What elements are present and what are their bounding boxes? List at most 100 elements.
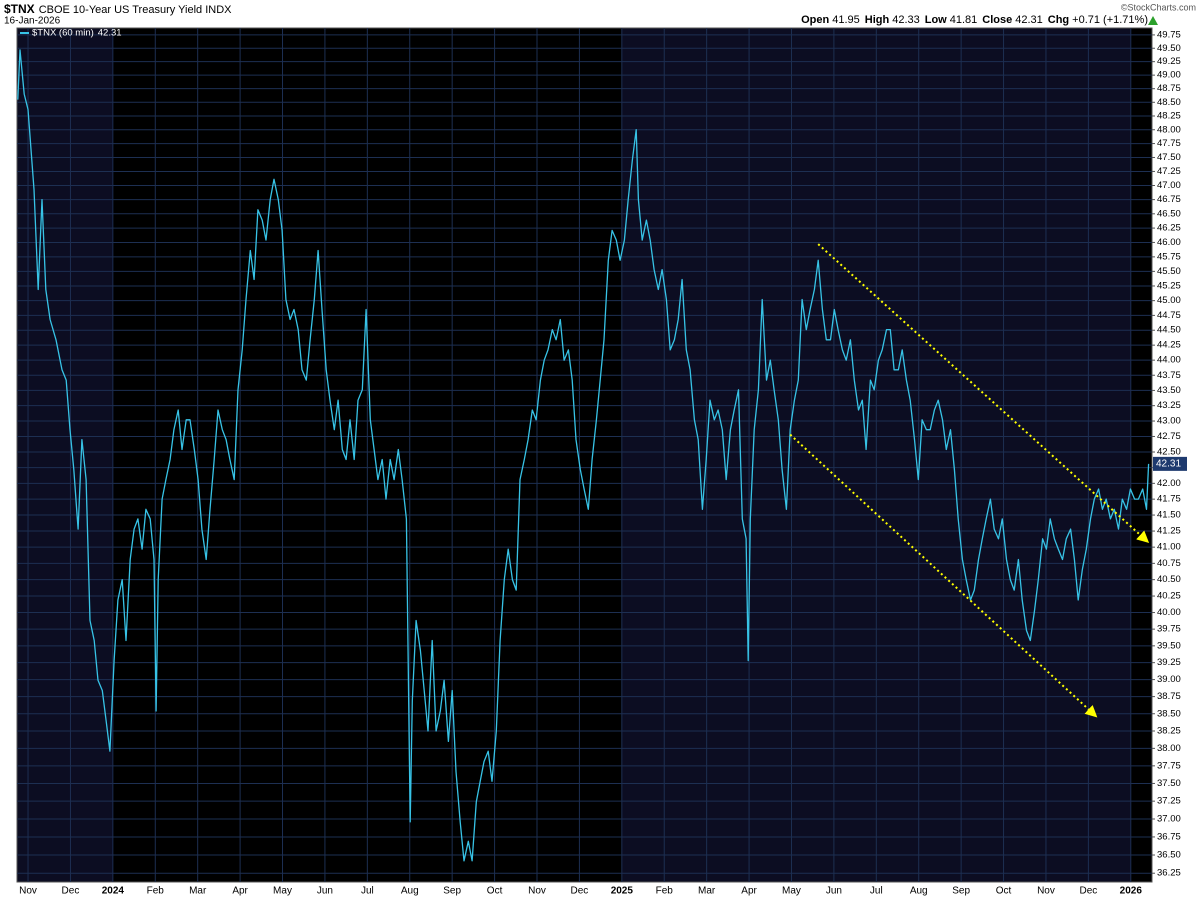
x-tick-label: 2026 bbox=[1120, 886, 1143, 897]
marks bbox=[17, 49, 1150, 862]
y-tick-label: 44.75 bbox=[1157, 310, 1181, 321]
x-tick-label: Jun bbox=[317, 886, 333, 897]
x-tick-label: Aug bbox=[401, 886, 419, 897]
y-tick-label: 40.25 bbox=[1157, 591, 1181, 602]
x-tick-label: May bbox=[782, 886, 801, 897]
y-tick-label: 42.00 bbox=[1157, 478, 1181, 489]
y-tick-label: 38.00 bbox=[1157, 743, 1181, 754]
trend-line bbox=[817, 243, 1150, 543]
grid bbox=[17, 28, 1152, 882]
y-tick-label: 40.50 bbox=[1157, 574, 1181, 585]
x-tick-label: Jun bbox=[826, 886, 842, 897]
x-tick-label: Jul bbox=[870, 886, 883, 897]
y-tick-label: 39.50 bbox=[1157, 640, 1181, 651]
y-tick-label: 43.50 bbox=[1157, 385, 1181, 396]
y-tick-label: 41.25 bbox=[1157, 526, 1181, 537]
quote-label: Chg bbox=[1047, 14, 1070, 26]
y-tick-label: 47.75 bbox=[1157, 138, 1181, 149]
x-tick-label: Feb bbox=[147, 886, 165, 897]
y-tick-label: 37.25 bbox=[1157, 796, 1181, 807]
y-tick-label: 49.25 bbox=[1157, 56, 1181, 67]
price-tag-label: 42.31 bbox=[1156, 459, 1181, 470]
y-tick-label: 48.00 bbox=[1157, 124, 1181, 135]
y-tick-label: 48.75 bbox=[1157, 83, 1181, 94]
y-tick-label: 44.00 bbox=[1157, 355, 1181, 366]
source: ©StockCharts.com bbox=[1121, 2, 1196, 12]
x-tick-label: Feb bbox=[656, 886, 674, 897]
x-tick-label: Nov bbox=[1037, 886, 1055, 897]
y-tick-label: 46.75 bbox=[1157, 194, 1181, 205]
y-tick-label: 43.00 bbox=[1157, 416, 1181, 427]
quote-label: Close bbox=[982, 14, 1013, 26]
legend-value: 42.31 bbox=[98, 28, 122, 39]
x-tick-label: Dec bbox=[571, 886, 589, 897]
y-tick-label: 47.50 bbox=[1157, 152, 1181, 163]
quote-label: High bbox=[864, 14, 890, 26]
chart-title: CBOE 10-Year US Treasury Yield INDX bbox=[39, 4, 232, 16]
quote-label: Low bbox=[924, 14, 947, 26]
x-tick-label: Mar bbox=[189, 886, 207, 897]
y-tick-label: 41.00 bbox=[1157, 542, 1181, 553]
y-tick-label: 49.75 bbox=[1157, 29, 1181, 40]
y-tick-label: 36.25 bbox=[1157, 868, 1181, 879]
x-tick-label: 2025 bbox=[611, 886, 634, 897]
y-tick-label: 41.50 bbox=[1157, 510, 1181, 521]
y-tick-label: 45.75 bbox=[1157, 251, 1181, 262]
y-tick-label: 38.25 bbox=[1157, 726, 1181, 737]
y-tick-label: 42.75 bbox=[1157, 431, 1181, 442]
y-tick-label: 42.50 bbox=[1157, 447, 1181, 458]
x-tick-label: Oct bbox=[996, 886, 1012, 897]
y-tick-label: 40.75 bbox=[1157, 558, 1181, 569]
y-tick-label: 45.00 bbox=[1157, 295, 1181, 306]
quote: Open 41.95 High 42.33 Low 41.81 Close 42.31 Chg +… bbox=[796, 14, 1148, 26]
quote-value: 42.31 bbox=[1015, 14, 1043, 26]
y-tick-label: 49.50 bbox=[1157, 43, 1181, 54]
y-tick-label: 39.25 bbox=[1157, 657, 1181, 668]
x-tick-label: Sep bbox=[952, 886, 970, 897]
x-tick-label: Aug bbox=[910, 886, 928, 897]
y-tick-label: 39.00 bbox=[1157, 674, 1181, 685]
y-tick-label: 46.50 bbox=[1157, 208, 1181, 219]
plot-border bbox=[16, 27, 1153, 883]
x-tick-label: May bbox=[273, 886, 292, 897]
y-tick-label: 43.75 bbox=[1157, 370, 1181, 381]
x-tick-label: Jul bbox=[361, 886, 374, 897]
x-tick-label: Nov bbox=[19, 886, 37, 897]
symbol: $TNX bbox=[4, 2, 35, 16]
y-tick-label: 43.25 bbox=[1157, 400, 1181, 411]
y-tick-label: 37.50 bbox=[1157, 778, 1181, 789]
year-band bbox=[1130, 28, 1152, 882]
y-tick-label: 40.00 bbox=[1157, 607, 1181, 618]
trend-line bbox=[789, 433, 1098, 718]
y-tick-label: 49.00 bbox=[1157, 70, 1181, 81]
x-tick-label: Oct bbox=[487, 886, 503, 897]
x-tick-label: 2024 bbox=[102, 886, 125, 897]
y-tick-label: 38.50 bbox=[1157, 708, 1181, 719]
x-tick-label: Mar bbox=[698, 886, 716, 897]
quote-value: 42.33 bbox=[892, 14, 920, 26]
y-tick-label: 36.75 bbox=[1157, 831, 1181, 842]
legend-label: $TNX (60 min) bbox=[32, 28, 94, 39]
y-tick-label: 47.25 bbox=[1157, 166, 1181, 177]
y-tick-label: 46.25 bbox=[1157, 223, 1181, 234]
quote-value: 41.81 bbox=[949, 14, 978, 26]
chart-date: 16-Jan-2026 bbox=[4, 16, 61, 27]
y-tick-label: 47.00 bbox=[1157, 180, 1181, 191]
x-tick-label: Apr bbox=[232, 886, 248, 897]
labels: 36.25 36.50 36.75 37.00 37.25 37.50 37.75 38.00… bbox=[19, 28, 1187, 897]
plot-background bbox=[16, 27, 1153, 883]
y-tick-label: 45.50 bbox=[1157, 266, 1181, 277]
x-tick-label: Apr bbox=[741, 886, 757, 897]
x-tick-label: Dec bbox=[1079, 886, 1097, 897]
x-tick-label: Nov bbox=[528, 886, 546, 897]
x-tick-label: Dec bbox=[62, 886, 80, 897]
quote-label: Open bbox=[801, 14, 830, 26]
line bbox=[17, 49, 1150, 862]
y-tick-label: 48.50 bbox=[1157, 97, 1181, 108]
y-tick-label: 46.00 bbox=[1157, 237, 1181, 248]
y-tick-label: 39.75 bbox=[1157, 624, 1181, 635]
y-tick-label: 44.25 bbox=[1157, 340, 1181, 351]
y-tick-label: 44.50 bbox=[1157, 325, 1181, 336]
